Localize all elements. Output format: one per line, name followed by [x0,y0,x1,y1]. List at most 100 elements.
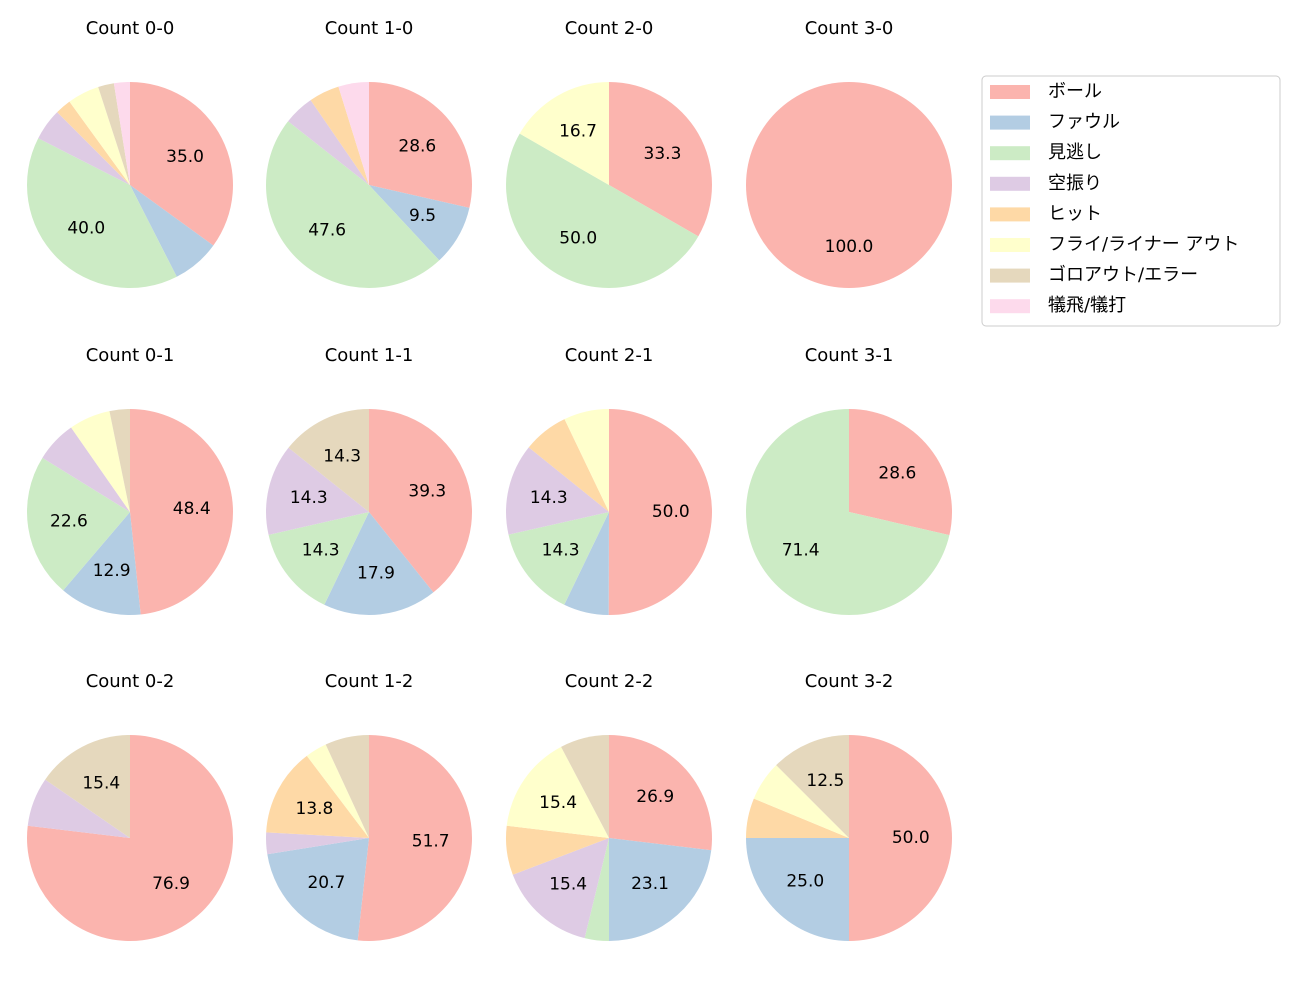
legend-label: 空振り [1048,173,1102,194]
legend-swatch [990,176,1030,191]
pie-slice [288,409,369,512]
pie-slice [130,185,214,277]
legend-label: フライ/ライナー アウト [1048,234,1239,255]
value-label: 14.3 [302,541,340,561]
pie-slice [63,512,141,615]
pie-slice [42,427,130,512]
pie-slice [109,409,130,512]
value-label: 14.3 [290,488,328,508]
value-label: 12.5 [806,771,844,791]
value-label: 14.3 [323,446,361,466]
pie-slice [113,82,130,185]
pie-slice [45,735,130,838]
legend-swatch [990,207,1030,222]
pie-slice [38,112,130,185]
legend-swatch [990,238,1030,252]
pie-slice [57,101,131,185]
legend-label: 犠飛/犠打 [1048,295,1126,316]
pie-slice [849,735,952,941]
pie-slice [849,409,952,536]
pie-slice [528,419,609,512]
value-label: 13.8 [296,799,334,819]
pie-slice [27,457,131,591]
value-label: 14.3 [530,488,568,508]
pie-slice [306,744,369,838]
value-label: 48.4 [173,499,211,519]
chart-title: Count 0-0 [86,18,175,39]
pie-slice [506,447,609,535]
chart-title: Count 3-0 [805,18,894,39]
value-label: 25.0 [786,872,824,892]
value-label: 51.7 [412,831,450,851]
value-label: 39.3 [408,482,446,502]
pie-slice [324,512,434,615]
value-label: 26.9 [636,787,674,807]
value-label: 100.0 [825,237,874,257]
value-label: 71.4 [782,540,820,560]
value-label: 40.0 [67,219,105,239]
chart-title: Count 3-2 [805,671,894,692]
value-label: 16.7 [559,122,597,142]
pie-slice [26,735,233,942]
pie-slice [357,735,472,941]
legend-label: 見逃し [1048,142,1102,163]
pie-slice [98,83,130,185]
pie-slice [561,735,609,838]
value-label: 15.4 [539,793,577,813]
value-label: 20.7 [307,873,345,893]
pie-slice [746,82,952,288]
legend-label: ヒット [1048,203,1102,224]
pie-slice [519,82,609,185]
pie-slice [506,746,609,838]
pie-slice [266,121,440,289]
pie-slice [608,409,712,615]
pie-slice [369,185,470,261]
chart-title: Count 0-2 [86,671,175,692]
pie-slice [27,138,177,289]
pie-slice [776,735,849,838]
pie-slice [609,735,712,851]
pie-slice [265,447,369,535]
value-label: 35.0 [166,147,204,167]
value-label: 15.4 [549,874,587,894]
pie-slice [130,409,233,615]
pie-slice [564,512,609,615]
pie-slice [288,100,369,185]
value-label: 50.0 [892,828,930,848]
pie-slice [609,82,712,237]
chart-title: Count 0-1 [86,345,175,366]
legend-swatch [990,268,1030,283]
value-label: 17.9 [357,563,395,583]
pie-slice [506,825,609,875]
chart-title: Count 1-0 [325,18,414,39]
value-label: 23.1 [631,874,669,894]
value-label: 28.6 [878,464,916,484]
value-label: 9.5 [409,206,436,226]
pie-slice [266,832,369,855]
legend-swatch [990,299,1030,314]
legend-swatch [990,146,1030,161]
legend-label: ファウル [1048,112,1120,133]
pie-slice [338,82,369,185]
chart-title: Count 2-2 [565,671,654,692]
pie-slice [564,409,609,512]
value-label: 50.0 [559,229,597,249]
value-label: 33.3 [644,144,682,164]
pie-slice [266,755,369,838]
pie-slice [746,838,849,941]
legend-box [981,75,1281,327]
value-label: 22.6 [50,512,88,532]
pie-slice [369,409,472,593]
legend-label: ゴロアウト/エラー [1048,265,1198,286]
chart-title: Count 1-2 [325,671,414,692]
legend-swatch [990,85,1030,99]
pie-slice [512,838,609,939]
value-label: 14.3 [542,540,580,560]
value-label: 47.6 [308,220,346,240]
value-label: 76.9 [152,874,190,894]
pie-slice [69,87,130,185]
pie-slice [71,411,130,512]
value-label: 50.0 [652,502,690,522]
pie-slice [310,86,369,185]
